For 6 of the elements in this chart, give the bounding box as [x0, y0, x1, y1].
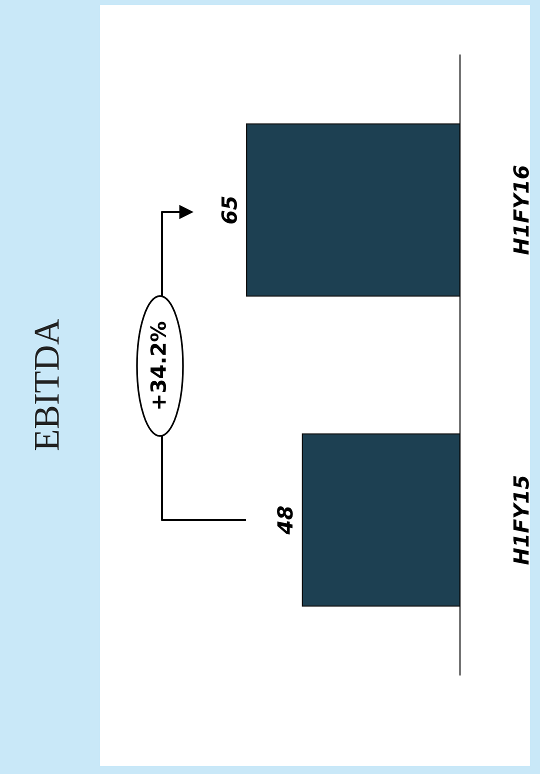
data-label: 65	[221, 196, 238, 224]
text: EBITDA	[34, 319, 59, 450]
text: +34.2%	[150, 322, 166, 409]
y-tick-label: H1FY15	[513, 476, 529, 565]
data-label: 48	[277, 506, 293, 535]
y-tick-label: H1FY16	[513, 166, 529, 255]
